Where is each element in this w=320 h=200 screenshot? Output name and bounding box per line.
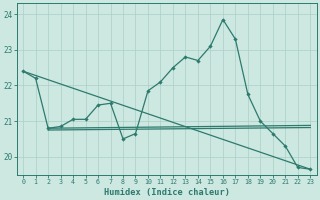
X-axis label: Humidex (Indice chaleur): Humidex (Indice chaleur) <box>104 188 230 197</box>
